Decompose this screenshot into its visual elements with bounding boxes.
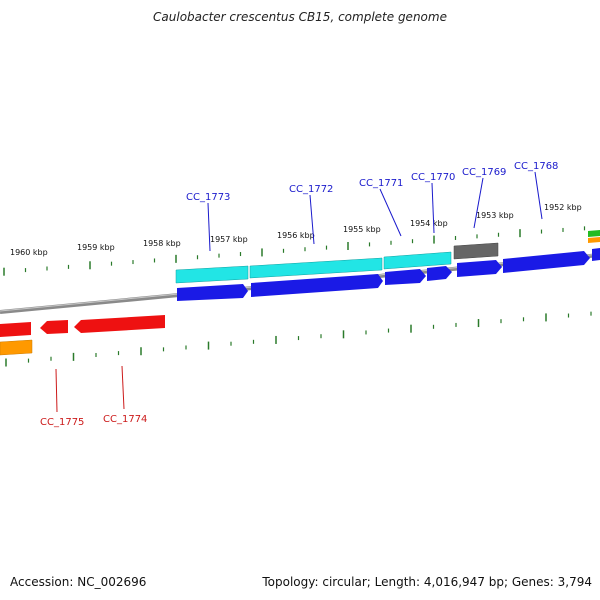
gene-label-leader: [207, 202, 211, 252]
accession-text: Accession: NC_002696: [10, 575, 147, 589]
cds-feature-left-edge[interactable]: [0, 322, 31, 337]
cds-feature-cc1768[interactable]: [503, 251, 590, 273]
gene-labels: CC_1773 CC_1772 CC_1771 CC_1770 CC_1769 CC_17…: [40, 161, 558, 428]
gene-label-leader: [309, 194, 315, 245]
gene-label-leader: [55, 368, 58, 413]
cds-feature-cc1773[interactable]: [177, 284, 248, 301]
gene-label-forward[interactable]: CC_1770: [411, 172, 455, 183]
cds-feature-cc1774[interactable]: [74, 315, 165, 333]
cds-feature-cc1775[interactable]: [40, 320, 68, 334]
scale-label: 1959 kbp: [77, 243, 115, 252]
gene-label-forward[interactable]: CC_1772: [289, 184, 333, 195]
forward-gene-row: [175, 230, 600, 284]
scale-label: 1957 kbp: [210, 235, 248, 244]
gene-feature-gray[interactable]: [453, 242, 499, 260]
gene-label-leader: [473, 177, 484, 229]
reverse-cds-row: [0, 315, 165, 337]
cds-feature-cc1771[interactable]: [385, 269, 426, 285]
gene-feature-cc1773[interactable]: [175, 265, 249, 284]
gene-label-leader: [121, 365, 125, 410]
gene-feature-cc1770[interactable]: [383, 251, 452, 270]
gene-label-forward[interactable]: CC_1771: [359, 178, 403, 189]
genome-summary-text: Topology: circular; Length: 4,016,947 bp…: [262, 575, 592, 589]
gene-label-forward[interactable]: CC_1768: [514, 161, 558, 172]
cds-feature-cc1770[interactable]: [427, 266, 452, 281]
cds-feature-cc1772[interactable]: [251, 274, 383, 297]
gene-feature-cc1772[interactable]: [249, 257, 383, 279]
gene-label-leader: [534, 171, 543, 220]
gene-feature-orange-right[interactable]: [588, 237, 600, 243]
gene-label-reverse[interactable]: CC_1775: [40, 417, 84, 428]
cds-feature-cc1769[interactable]: [457, 260, 502, 277]
scale-label: 1960 kbp: [10, 248, 48, 257]
gene-feature-green[interactable]: [588, 230, 600, 237]
cds-feature-right-edge[interactable]: [592, 248, 600, 261]
gene-label-leader: [379, 188, 402, 237]
gene-feature-orange-left[interactable]: [0, 339, 33, 356]
gene-label-forward[interactable]: CC_1769: [462, 167, 506, 178]
scale-label: 1952 kbp: [544, 203, 582, 212]
scale-label: 1954 kbp: [410, 219, 448, 228]
inner-scale-ticks: [5, 311, 592, 367]
gene-label-reverse[interactable]: CC_1774: [103, 414, 147, 425]
scale-labels: 1960 kbp 1959 kbp 1958 kbp 1957 kbp 1956 kbp…: [10, 203, 582, 257]
map-title: Caulobacter crescentus CB15, complete ge…: [153, 10, 447, 24]
gene-label-leader: [431, 182, 435, 234]
gene-label-forward[interactable]: CC_1773: [186, 192, 230, 203]
scale-label: 1958 kbp: [143, 239, 181, 248]
scale-label: 1955 kbp: [343, 225, 381, 234]
scale-label: 1953 kbp: [476, 211, 514, 220]
scale-label: 1956 kbp: [277, 231, 315, 240]
forward-cds-row: [177, 248, 600, 301]
outer-scale-ticks: [3, 226, 586, 276]
